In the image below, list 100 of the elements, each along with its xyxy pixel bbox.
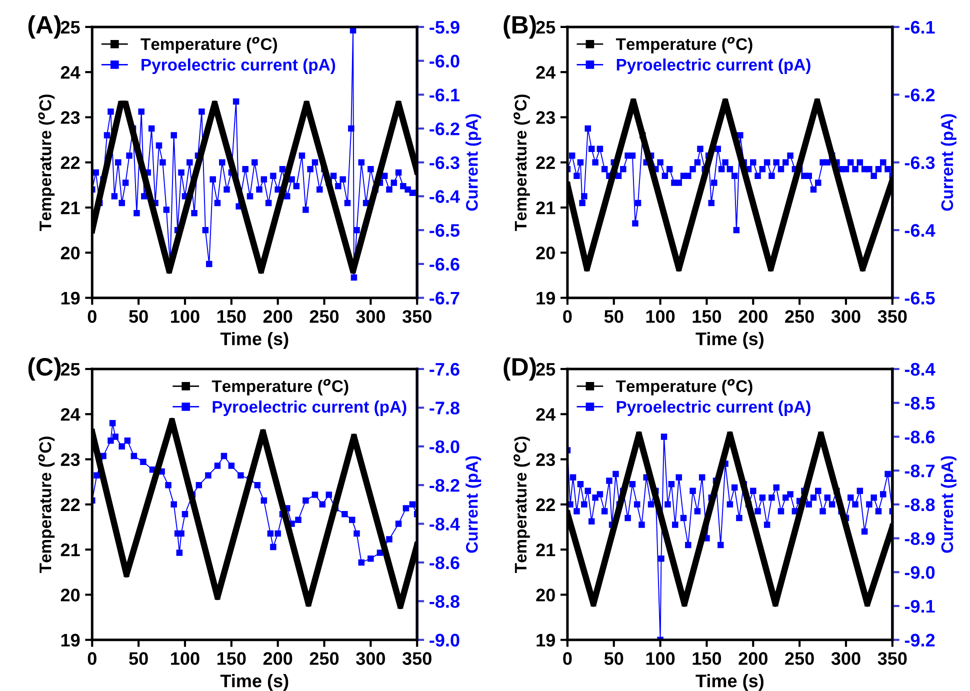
chart-title: (A) (28, 15, 61, 39)
x-tick-label: 350 (878, 310, 907, 323)
x-tick-label: 300 (356, 652, 385, 665)
y-tick-label: 25 (536, 362, 556, 376)
y-tick-label: 19 (536, 292, 555, 305)
y2-tick-label: -8.7 (904, 464, 935, 478)
x-tick-label: 100 (646, 652, 675, 665)
x-tick-label: 100 (646, 310, 675, 323)
y-tick-label: 21 (60, 201, 80, 214)
y-axis-title: Temperature ($^{o}$C) (38, 436, 55, 573)
y2-tick-label: -6.0 (430, 54, 460, 68)
x-tick-label: 100 (171, 652, 200, 665)
x-tick-label: 200 (738, 310, 768, 323)
x-axis-title: Time (s) (696, 332, 764, 349)
y2-tick-label: -6.1 (904, 20, 935, 34)
y2-tick-label: -8.6 (904, 430, 935, 444)
y2-tick-label: -9.0 (904, 566, 935, 579)
y2-tick-label: -6.6 (430, 258, 460, 271)
y-tick-label: 21 (536, 544, 556, 556)
x-tick-label: 50 (604, 310, 624, 323)
x-tick-label: 350 (402, 310, 432, 323)
y-tick-label: 23 (536, 111, 555, 124)
x-tick-label: 50 (129, 652, 148, 665)
y2-tick-label: -8.4 (430, 518, 460, 530)
x-tick-label: 150 (217, 310, 246, 323)
y-tick-label: 19 (61, 292, 80, 305)
y-axis-title: Temperature ($^{o}$C) (38, 94, 55, 231)
y2-axis-title: Current (pA) (940, 456, 956, 553)
chart-title: (C) (28, 357, 61, 381)
x-tick-label: 150 (692, 652, 722, 665)
y-tick-label: 22 (536, 156, 555, 169)
y-tick-label: 21 (60, 544, 80, 556)
y-tick-label: 22 (60, 498, 80, 511)
chart-title: (B) (504, 15, 536, 39)
x-tick-label: 50 (129, 310, 148, 323)
x-tick-label: 150 (692, 310, 722, 323)
y2-axis-title: Current (pA) (466, 114, 482, 211)
y-tick-label: 24 (536, 408, 556, 421)
y2-tick-label: -6.3 (904, 156, 935, 170)
y2-tick-label: -8.2 (430, 479, 460, 492)
legend-label: Temperature ($^{o}$C) (616, 36, 752, 54)
y-tick-label: 20 (60, 246, 80, 260)
x-tick-label: 150 (217, 652, 246, 665)
legend-label: Temperature ($^{o}$C) (212, 378, 348, 396)
y-tick-label: 22 (536, 498, 555, 511)
legend-label: Pyroelectric current (pA) (616, 58, 810, 74)
x-tick-label: 300 (831, 310, 860, 323)
legend-label: Temperature ($^{o}$C) (140, 36, 278, 54)
y2-tick-label: -6.7 (430, 292, 460, 305)
x-tick-label: 250 (310, 652, 339, 665)
legend-label: Pyroelectric current (pA) (616, 400, 810, 416)
y2-tick-label: -9.1 (904, 600, 935, 613)
y-tick-label: 25 (60, 362, 80, 376)
y-tick-label: 24 (60, 408, 80, 421)
x-tick-label: 0 (563, 652, 572, 665)
y-tick-label: 23 (536, 453, 555, 466)
x-tick-label: 0 (563, 310, 572, 323)
y-tick-label: 22 (60, 156, 80, 169)
y2-tick-label: -6.2 (430, 122, 460, 136)
y2-tick-label: -8.0 (430, 440, 460, 454)
y2-tick-label: -7.6 (430, 362, 460, 376)
y2-tick-label: -8.5 (904, 396, 935, 410)
y-tick-label: 20 (536, 246, 555, 260)
y2-tick-label: -6.4 (430, 190, 460, 203)
y-tick-label: 23 (60, 453, 80, 466)
x-tick-label: 200 (263, 310, 292, 323)
x-tick-label: 0 (88, 310, 96, 323)
x-axis-title: Time (s) (220, 332, 288, 349)
y-tick-label: 24 (60, 66, 80, 79)
x-axis-title: Time (s) (220, 674, 288, 691)
y2-tick-label: -8.9 (904, 532, 935, 546)
y2-tick-label: -6.5 (430, 224, 460, 237)
x-tick-label: 0 (88, 652, 96, 665)
y2-tick-label: -5.9 (430, 20, 460, 34)
y-tick-label: 21 (536, 201, 556, 214)
x-tick-label: 250 (785, 652, 814, 665)
y2-tick-label: -6.4 (904, 224, 936, 237)
chart-title: (D) (504, 357, 536, 381)
y-tick-label: 24 (536, 66, 556, 79)
y-tick-label: 25 (536, 20, 556, 34)
x-tick-label: 300 (356, 310, 385, 323)
y2-tick-label: -6.2 (904, 88, 935, 102)
y-tick-label: 20 (536, 588, 555, 602)
y2-tick-label: -8.8 (430, 595, 460, 608)
x-tick-label: 350 (878, 652, 907, 665)
y-tick-label: 23 (60, 111, 80, 124)
y2-axis-title: Current (pA) (466, 456, 482, 553)
y2-axis-title: Current (pA) (940, 114, 956, 211)
y-tick-label: 25 (60, 20, 80, 34)
y2-tick-label: -7.8 (430, 402, 460, 414)
legend-label: Pyroelectric current (pA) (142, 58, 336, 74)
x-tick-label: 250 (785, 310, 814, 323)
y-axis-title: Temperature ($^{o}$C) (514, 436, 530, 573)
x-tick-label: 350 (402, 652, 432, 665)
y2-tick-label: -9.2 (904, 634, 935, 647)
y-tick-label: 20 (60, 588, 80, 602)
y2-tick-label: -9.0 (430, 634, 460, 647)
x-tick-label: 50 (604, 652, 624, 665)
x-tick-label: 100 (171, 310, 200, 323)
y2-tick-label: -8.6 (430, 556, 460, 570)
